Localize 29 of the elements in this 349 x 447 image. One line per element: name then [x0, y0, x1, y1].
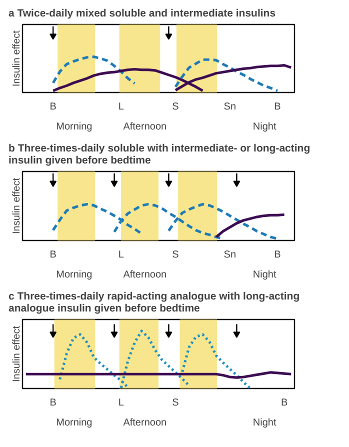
y-axis-title: Insulin effect [12, 178, 22, 234]
y-axis-title: Insulin effect [12, 30, 22, 86]
text: Morning [56, 270, 92, 280]
text: Night [252, 418, 276, 428]
y-axis-title: Insulin effect [12, 326, 22, 382]
chart-title: a Twice-daily mixed soluble and intermediate insulins [8, 8, 276, 20]
x-tick-label: B [50, 398, 57, 408]
x-tick-label: S [172, 250, 180, 260]
x-tick-label: L [118, 398, 124, 408]
x-tick-label: B [50, 102, 57, 112]
x-tick-label: S [172, 398, 180, 408]
x-tick-label: B [280, 398, 288, 408]
chart-title: c Three-times-daily rapid-acting analogue with long-acting analogue insulin given before bedtime [8, 290, 300, 314]
text: Afternoon [123, 122, 167, 132]
text: Morning [56, 122, 92, 132]
x-tick-label: L [118, 102, 124, 112]
text: Morning [56, 418, 92, 428]
text: Night [252, 270, 276, 280]
text: Afternoon [123, 270, 167, 280]
text: Afternoon [123, 418, 167, 428]
x-tick-label: Sn [224, 250, 236, 260]
x-tick-label: B [50, 250, 57, 260]
x-tick-label: S [172, 102, 180, 112]
x-tick-label: L [118, 250, 124, 260]
x-tick-label: B [274, 250, 282, 260]
x-tick-label: Sn [224, 102, 236, 112]
text: Night [252, 122, 276, 132]
chart-title: b Three-times-daily soluble with intermediate- or long-acting insulin given before bedtime [8, 142, 310, 166]
x-tick-label: B [274, 102, 282, 112]
